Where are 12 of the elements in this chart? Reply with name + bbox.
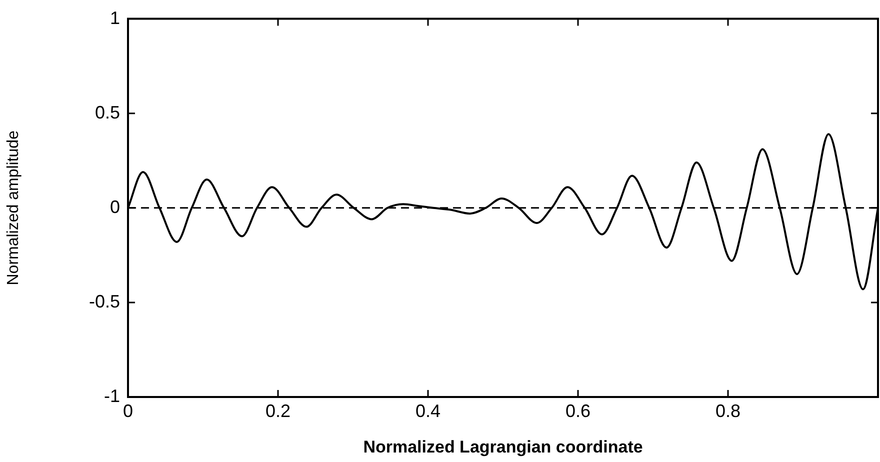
x-tick-label: 0.4 <box>415 400 441 421</box>
y-tick-label: 0 <box>110 196 120 217</box>
x-tick-label: 0.6 <box>565 400 591 421</box>
y-tick-label: -0.5 <box>88 291 120 312</box>
y-tick-label: 1 <box>110 8 120 28</box>
y-tick-label: 0.5 <box>94 102 120 122</box>
y-tick-label: -1 <box>104 386 120 406</box>
y-axis-title: Normalized amplitude <box>5 130 22 286</box>
x-tick-label: 0.2 <box>265 400 291 421</box>
x-tick-label: 0 <box>122 400 134 421</box>
x-tick-label: 0.8 <box>715 400 741 421</box>
x-axis-title: Normalized Lagrangian coordinate <box>363 437 643 456</box>
